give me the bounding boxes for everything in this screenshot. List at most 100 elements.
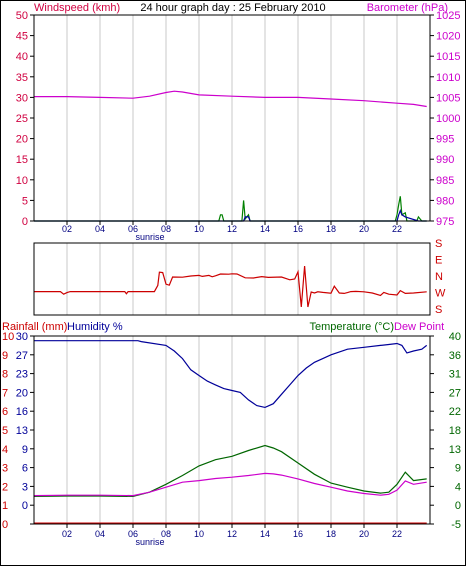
x-tick-label: 22	[392, 224, 402, 234]
barometer-tick-label: 980	[436, 195, 454, 207]
x-tick-label: 18	[326, 529, 336, 539]
barometer-tick-label: 1000	[436, 113, 460, 125]
series-barometer-hpa-	[34, 90, 427, 108]
barometer-tick-label: 1015	[436, 51, 460, 63]
x-tick-label: 10	[194, 224, 204, 234]
direction-letter: S	[435, 238, 442, 250]
panel3-grid	[66, 336, 398, 524]
temperature-tick-label: 27	[449, 387, 461, 399]
dewpoint-tick-label: 6	[22, 463, 28, 475]
windspeed-tick-label: 45	[16, 31, 28, 43]
windspeed-tick-label: 35	[16, 72, 28, 84]
panel3-right-ticks: -5 0 4 9 13 18 22 27 31 36 40	[430, 331, 461, 531]
x-tick-label: 04	[95, 224, 105, 234]
barometer-tick-label: 1025	[436, 10, 460, 22]
temperature-tick-label: 9	[455, 463, 461, 475]
x-tick-label: 20	[359, 224, 369, 234]
dewpoint-tick-label: 9	[22, 444, 28, 456]
temperature-tick-label: 22	[449, 406, 461, 418]
windspeed-tick-label: 50	[16, 10, 28, 22]
x-tick-label: 16	[293, 529, 303, 539]
direction-letter: E	[435, 255, 442, 267]
rainfall-tick-label: 7	[2, 387, 8, 399]
dewpoint-tick-label: 16	[16, 406, 28, 418]
rainfall-tick-label: 1	[2, 500, 8, 512]
windspeed-axis-title: Windspeed (kmh)	[34, 2, 120, 14]
rainfall-tick-label: 3	[2, 463, 8, 475]
dewpoint-tick-label: 27	[16, 350, 28, 362]
temperature-tick-label: 4	[455, 481, 461, 493]
rainfall-tick-label: 8	[2, 369, 8, 381]
x-tick-label: 22	[392, 529, 402, 539]
panel2-grid	[66, 243, 398, 315]
x-tick-label: 08	[161, 224, 171, 234]
temperature-tick-label: 18	[449, 425, 461, 437]
x-tick-label: 06	[128, 224, 138, 234]
dewpoint-tick-label: 23	[16, 369, 28, 381]
x-tick-label: 02	[62, 529, 72, 539]
windspeed-tick-label: 15	[16, 154, 28, 166]
barometer-axis-title: Barometer (hPa)	[367, 2, 448, 14]
windspeed-tick-label: 40	[16, 51, 28, 63]
dewpoint-axis-title: Dew Point	[394, 321, 444, 333]
dewpoint-tick-label: 20	[16, 387, 28, 399]
x-tick-label: 14	[260, 224, 270, 234]
panel3-x-ticks: 02 04 06 08 10 12 14 16 18 20 22	[62, 524, 402, 539]
sunrise-label-top: sunrise	[135, 232, 164, 242]
rainfall-tick-label: 9	[2, 350, 8, 362]
rainfall-tick-label: 2	[2, 481, 8, 493]
x-tick-label: 12	[227, 224, 237, 234]
temperature-tick-label: 31	[449, 369, 461, 381]
windspeed-tick-label: 5	[22, 195, 28, 207]
windspeed-tick-label: 10	[16, 175, 28, 187]
windspeed-tick-label: 0	[22, 216, 28, 228]
dewpoint-tick-label: 0	[22, 500, 28, 512]
x-tick-label: 02	[62, 224, 72, 234]
panel1-x-ticks: 02 04 06 08 10 12 14 16 18 20 22	[62, 221, 402, 234]
x-tick-label: 16	[293, 224, 303, 234]
temperature-tick-label: -5	[451, 519, 461, 531]
x-tick-label: 20	[359, 529, 369, 539]
series-humidity-	[34, 340, 428, 409]
windspeed-tick-label: 30	[16, 92, 28, 104]
barometer-tick-label: 985	[436, 175, 454, 187]
temperature-tick-label: 13	[449, 444, 461, 456]
temperature-tick-label: 36	[449, 350, 461, 362]
rainfall-tick-label: 4	[2, 444, 8, 456]
windspeed-tick-label: 25	[16, 113, 28, 125]
series-wind-direction	[34, 265, 427, 308]
x-tick-label: 06	[128, 529, 138, 539]
x-tick-label: 14	[260, 529, 270, 539]
temperature-axis-title: Temperature (°C)	[310, 321, 394, 333]
barometer-tick-label: 1020	[436, 31, 460, 43]
sunrise-label-bottom: sunrise	[135, 537, 164, 547]
barometer-tick-label: 975	[436, 216, 454, 228]
rainfall-tick-label: 6	[2, 406, 8, 418]
windspeed-tick-label: 20	[16, 134, 28, 146]
barometer-tick-label: 990	[436, 154, 454, 166]
panel2-series	[34, 265, 427, 308]
x-tick-label: 04	[95, 529, 105, 539]
panel3-series	[33, 340, 428, 524]
x-tick-label: 10	[194, 529, 204, 539]
series-dew-point	[33, 472, 427, 497]
x-tick-label: 08	[161, 529, 171, 539]
direction-letter: N	[435, 271, 443, 283]
series-wind-average	[34, 209, 427, 222]
direction-letter: S	[435, 304, 442, 316]
x-tick-label: 12	[227, 529, 237, 539]
windspeed-ticks: 0 5 10 15 20 25 30 35 40 45 50	[16, 10, 34, 228]
direction-letter: W	[435, 288, 446, 300]
temperature-tick-label: 0	[455, 500, 461, 512]
barometer-tick-label: 1010	[436, 72, 460, 84]
chart-title: 24 hour graph day : 25 February 2010	[140, 2, 325, 14]
panel2-frame	[33, 242, 431, 316]
temperature-tick-label: 40	[449, 331, 461, 343]
rainfall-axis-title: Rainfall (mm)	[2, 321, 67, 333]
dewpoint-tick-label: 3	[22, 481, 28, 493]
